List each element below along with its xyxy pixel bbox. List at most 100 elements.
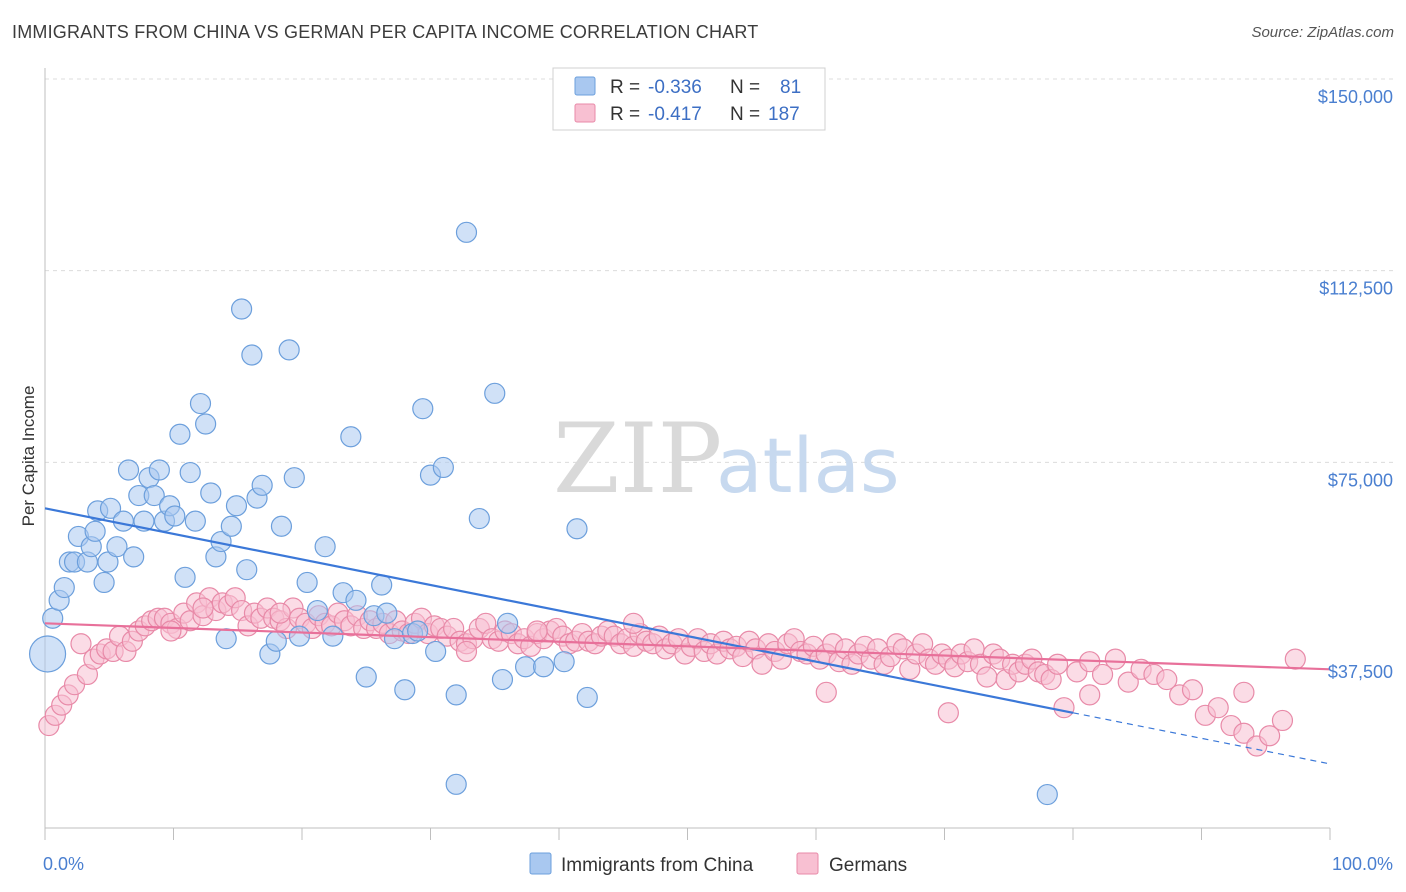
point-immigrants-from-china	[553, 651, 575, 673]
y-tick-label: $75,000	[1328, 470, 1393, 490]
point-immigrants-from-china	[306, 599, 329, 622]
point-immigrants-from-china	[340, 426, 362, 448]
point-immigrants-from-china	[394, 679, 416, 701]
bottom-legend-label-china: Immigrants from China	[561, 855, 754, 876]
point-germans	[1091, 663, 1114, 686]
point-germans	[1233, 681, 1255, 703]
point-immigrants-from-china	[278, 339, 300, 361]
point-germans	[1117, 671, 1139, 693]
axes	[44, 68, 1331, 840]
point-immigrants-from-china	[184, 510, 206, 532]
point-immigrants-from-china	[371, 574, 393, 596]
point-immigrants-from-china	[322, 625, 344, 647]
y-tick-label: $37,500	[1328, 662, 1393, 682]
point-immigrants-from-china	[432, 456, 454, 479]
point-immigrants-from-china	[164, 505, 186, 527]
y-tick-label: $150,000	[1318, 87, 1393, 107]
point-immigrants-from-china	[231, 298, 253, 320]
legend-swatch-china	[574, 76, 596, 96]
point-immigrants-from-china	[491, 668, 514, 691]
legend-n-label-germans: N =	[730, 104, 760, 125]
bottom-legend: Immigrants from China Germans	[529, 852, 907, 876]
point-immigrants-from-china	[376, 602, 398, 624]
point-immigrants-from-china	[236, 559, 258, 581]
point-immigrants-from-china	[288, 625, 311, 647]
watermark-zip: ZIP	[553, 403, 722, 515]
point-immigrants-from-china	[283, 467, 305, 489]
watermark: ZIP atlas	[553, 403, 900, 515]
point-germans	[1271, 709, 1294, 732]
point-immigrants-from-china	[383, 628, 406, 650]
point-immigrants-from-china	[425, 640, 447, 663]
point-immigrants-from-china	[84, 520, 106, 542]
point-immigrants-from-china	[179, 461, 201, 484]
point-immigrants-from-china	[117, 459, 140, 481]
point-immigrants-from-china	[296, 571, 318, 594]
point-immigrants-from-china	[468, 507, 490, 530]
point-immigrants-from-china	[445, 773, 467, 795]
point-germans	[1079, 684, 1101, 706]
point-immigrants-from-china	[99, 497, 122, 519]
point-germans	[192, 597, 214, 619]
point-immigrants-from-china	[53, 576, 75, 599]
point-immigrants-from-china	[412, 398, 434, 420]
trend-line-germans	[44, 622, 1331, 671]
point-immigrants-from-china	[576, 686, 598, 709]
y-tick-label: $112,500	[1319, 279, 1393, 299]
point-germans	[1259, 725, 1281, 747]
point-germans	[1207, 697, 1229, 719]
bottom-legend-label-germans: Germans	[829, 855, 907, 876]
bottom-legend-swatch-china	[529, 852, 552, 875]
point-germans	[815, 681, 837, 703]
legend-swatch-germans	[574, 103, 596, 123]
point-immigrants-from-china	[106, 536, 128, 558]
point-germans	[976, 666, 998, 688]
point-immigrants-from-china	[484, 382, 506, 404]
point-immigrants-from-china	[93, 571, 115, 594]
x-tick-label-start: 0.0%	[43, 854, 84, 874]
legend-n-value-germans: 187	[768, 104, 800, 125]
point-immigrants-from-china	[225, 495, 248, 517]
legend-r-value-germans: -0.417	[648, 104, 702, 125]
point-germans	[1046, 653, 1069, 675]
y-tick-labels: $37,500 $75,000 $112,500 $150,000	[1318, 87, 1393, 682]
bottom-legend-swatch-germans	[796, 852, 819, 875]
source-label: Source: ZipAtlas.com	[1251, 24, 1394, 41]
point-immigrants-from-china	[169, 423, 191, 445]
point-immigrants-from-china	[355, 666, 377, 688]
point-germans	[1104, 648, 1127, 670]
point-immigrants-from-china	[1036, 783, 1058, 806]
point-immigrants-from-china	[123, 546, 145, 568]
trend-line-china	[44, 507, 1074, 714]
legend-n-label-china: N =	[730, 77, 760, 98]
data-points	[28, 221, 1306, 806]
legend-box: R = -0.336 N = 81 R = -0.417 N = 187	[552, 67, 826, 131]
legend-r-value-china: -0.336	[648, 77, 702, 98]
x-tick-labels: 0.0% 100.0%	[43, 854, 1393, 874]
point-germans	[70, 633, 92, 655]
point-immigrants-from-china	[345, 589, 367, 611]
legend-n-value-china: 81	[780, 77, 801, 98]
point-immigrants-from-china	[112, 510, 134, 532]
point-immigrants-from-china	[189, 392, 212, 415]
point-immigrants-from-china	[265, 630, 287, 652]
point-immigrants-from-china	[220, 515, 242, 537]
point-immigrants-from-china	[251, 474, 273, 496]
x-tick-label-end: 100.0%	[1332, 854, 1393, 874]
point-germans	[1053, 697, 1075, 719]
point-immigrants-from-china	[566, 518, 588, 540]
point-germans	[526, 620, 548, 642]
legend-r-label-china: R =	[610, 77, 640, 98]
point-immigrants-from-china	[270, 515, 293, 537]
point-germans	[1233, 722, 1255, 744]
point-immigrants-from-china	[195, 413, 217, 435]
point-germans	[1156, 668, 1178, 691]
point-immigrants-from-china	[445, 684, 467, 706]
point-immigrants-from-china	[241, 344, 263, 366]
point-immigrants-from-china	[497, 612, 519, 634]
point-immigrants-from-china	[455, 221, 478, 243]
watermark-atlas: atlas	[716, 421, 900, 510]
y-axis-title: Per Capita Income	[19, 386, 38, 527]
point-germans	[160, 620, 182, 642]
